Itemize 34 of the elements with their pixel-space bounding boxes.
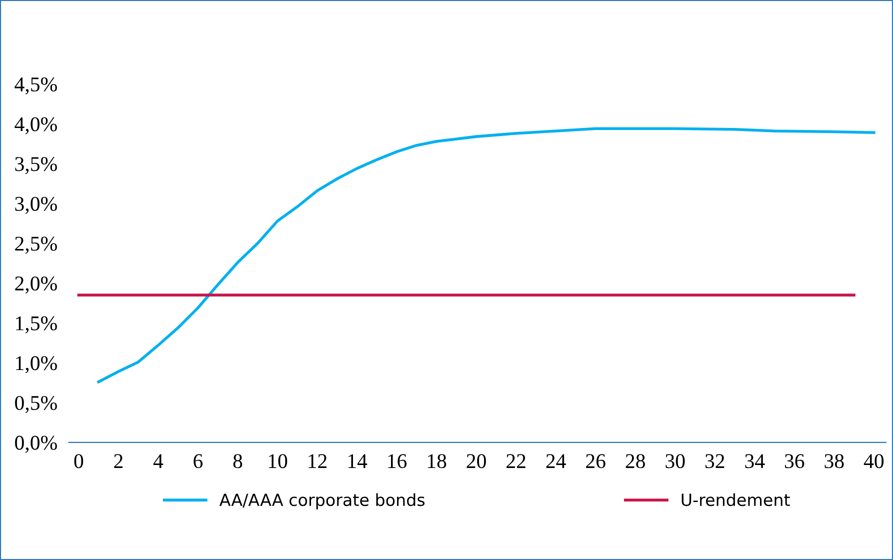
- x-tick-label: 40: [864, 454, 884, 468]
- y-tick-label: 1,5%: [16, 316, 57, 334]
- legend-label: AA/AAA corporate bonds: [219, 493, 425, 510]
- y-tick-label: 2,5%: [15, 236, 57, 254]
- x-tick-label: 16: [388, 454, 407, 468]
- x-tick-label: 28: [626, 454, 645, 468]
- legend-label: U-rendement: [682, 493, 790, 506]
- x-tick-label: 0: [74, 454, 84, 468]
- x-tick-label: 24: [546, 454, 566, 468]
- y-tick-label: 1,0%: [16, 356, 57, 374]
- x-tick-label: 10: [268, 454, 288, 468]
- x-tick-label: 34: [745, 454, 765, 468]
- x-tick-label: 36: [784, 454, 804, 468]
- x-tick-label: 26: [586, 454, 606, 468]
- x-tick-label: 8: [233, 454, 242, 468]
- x-tick-label: 4: [153, 454, 164, 468]
- x-tick-label: 20: [466, 454, 486, 468]
- x-tick-label: 12: [308, 454, 327, 468]
- y-tick-label: 0,0%: [15, 436, 57, 453]
- line-series: [97, 127, 876, 384]
- x-tick-label: 30: [666, 454, 685, 468]
- x-tick-label: 22: [506, 454, 526, 468]
- x-tick-label: 38: [824, 454, 844, 468]
- y-tick-label: 4,5%: [14, 77, 57, 94]
- y-tick-label: 3,0%: [15, 196, 57, 214]
- y-tick-label: 0,5%: [15, 396, 57, 414]
- x-tick-label: 32: [705, 454, 724, 468]
- x-tick-label: 18: [428, 454, 446, 468]
- y-tick-label: 2,0%: [15, 276, 57, 294]
- x-tick-label: 14: [348, 454, 368, 468]
- y-tick-label: 4,0%: [14, 117, 57, 134]
- x-tick-label: 2: [114, 454, 123, 468]
- y-tick-label: 3,5%: [15, 157, 57, 174]
- x-tick-label: 6: [194, 454, 203, 468]
